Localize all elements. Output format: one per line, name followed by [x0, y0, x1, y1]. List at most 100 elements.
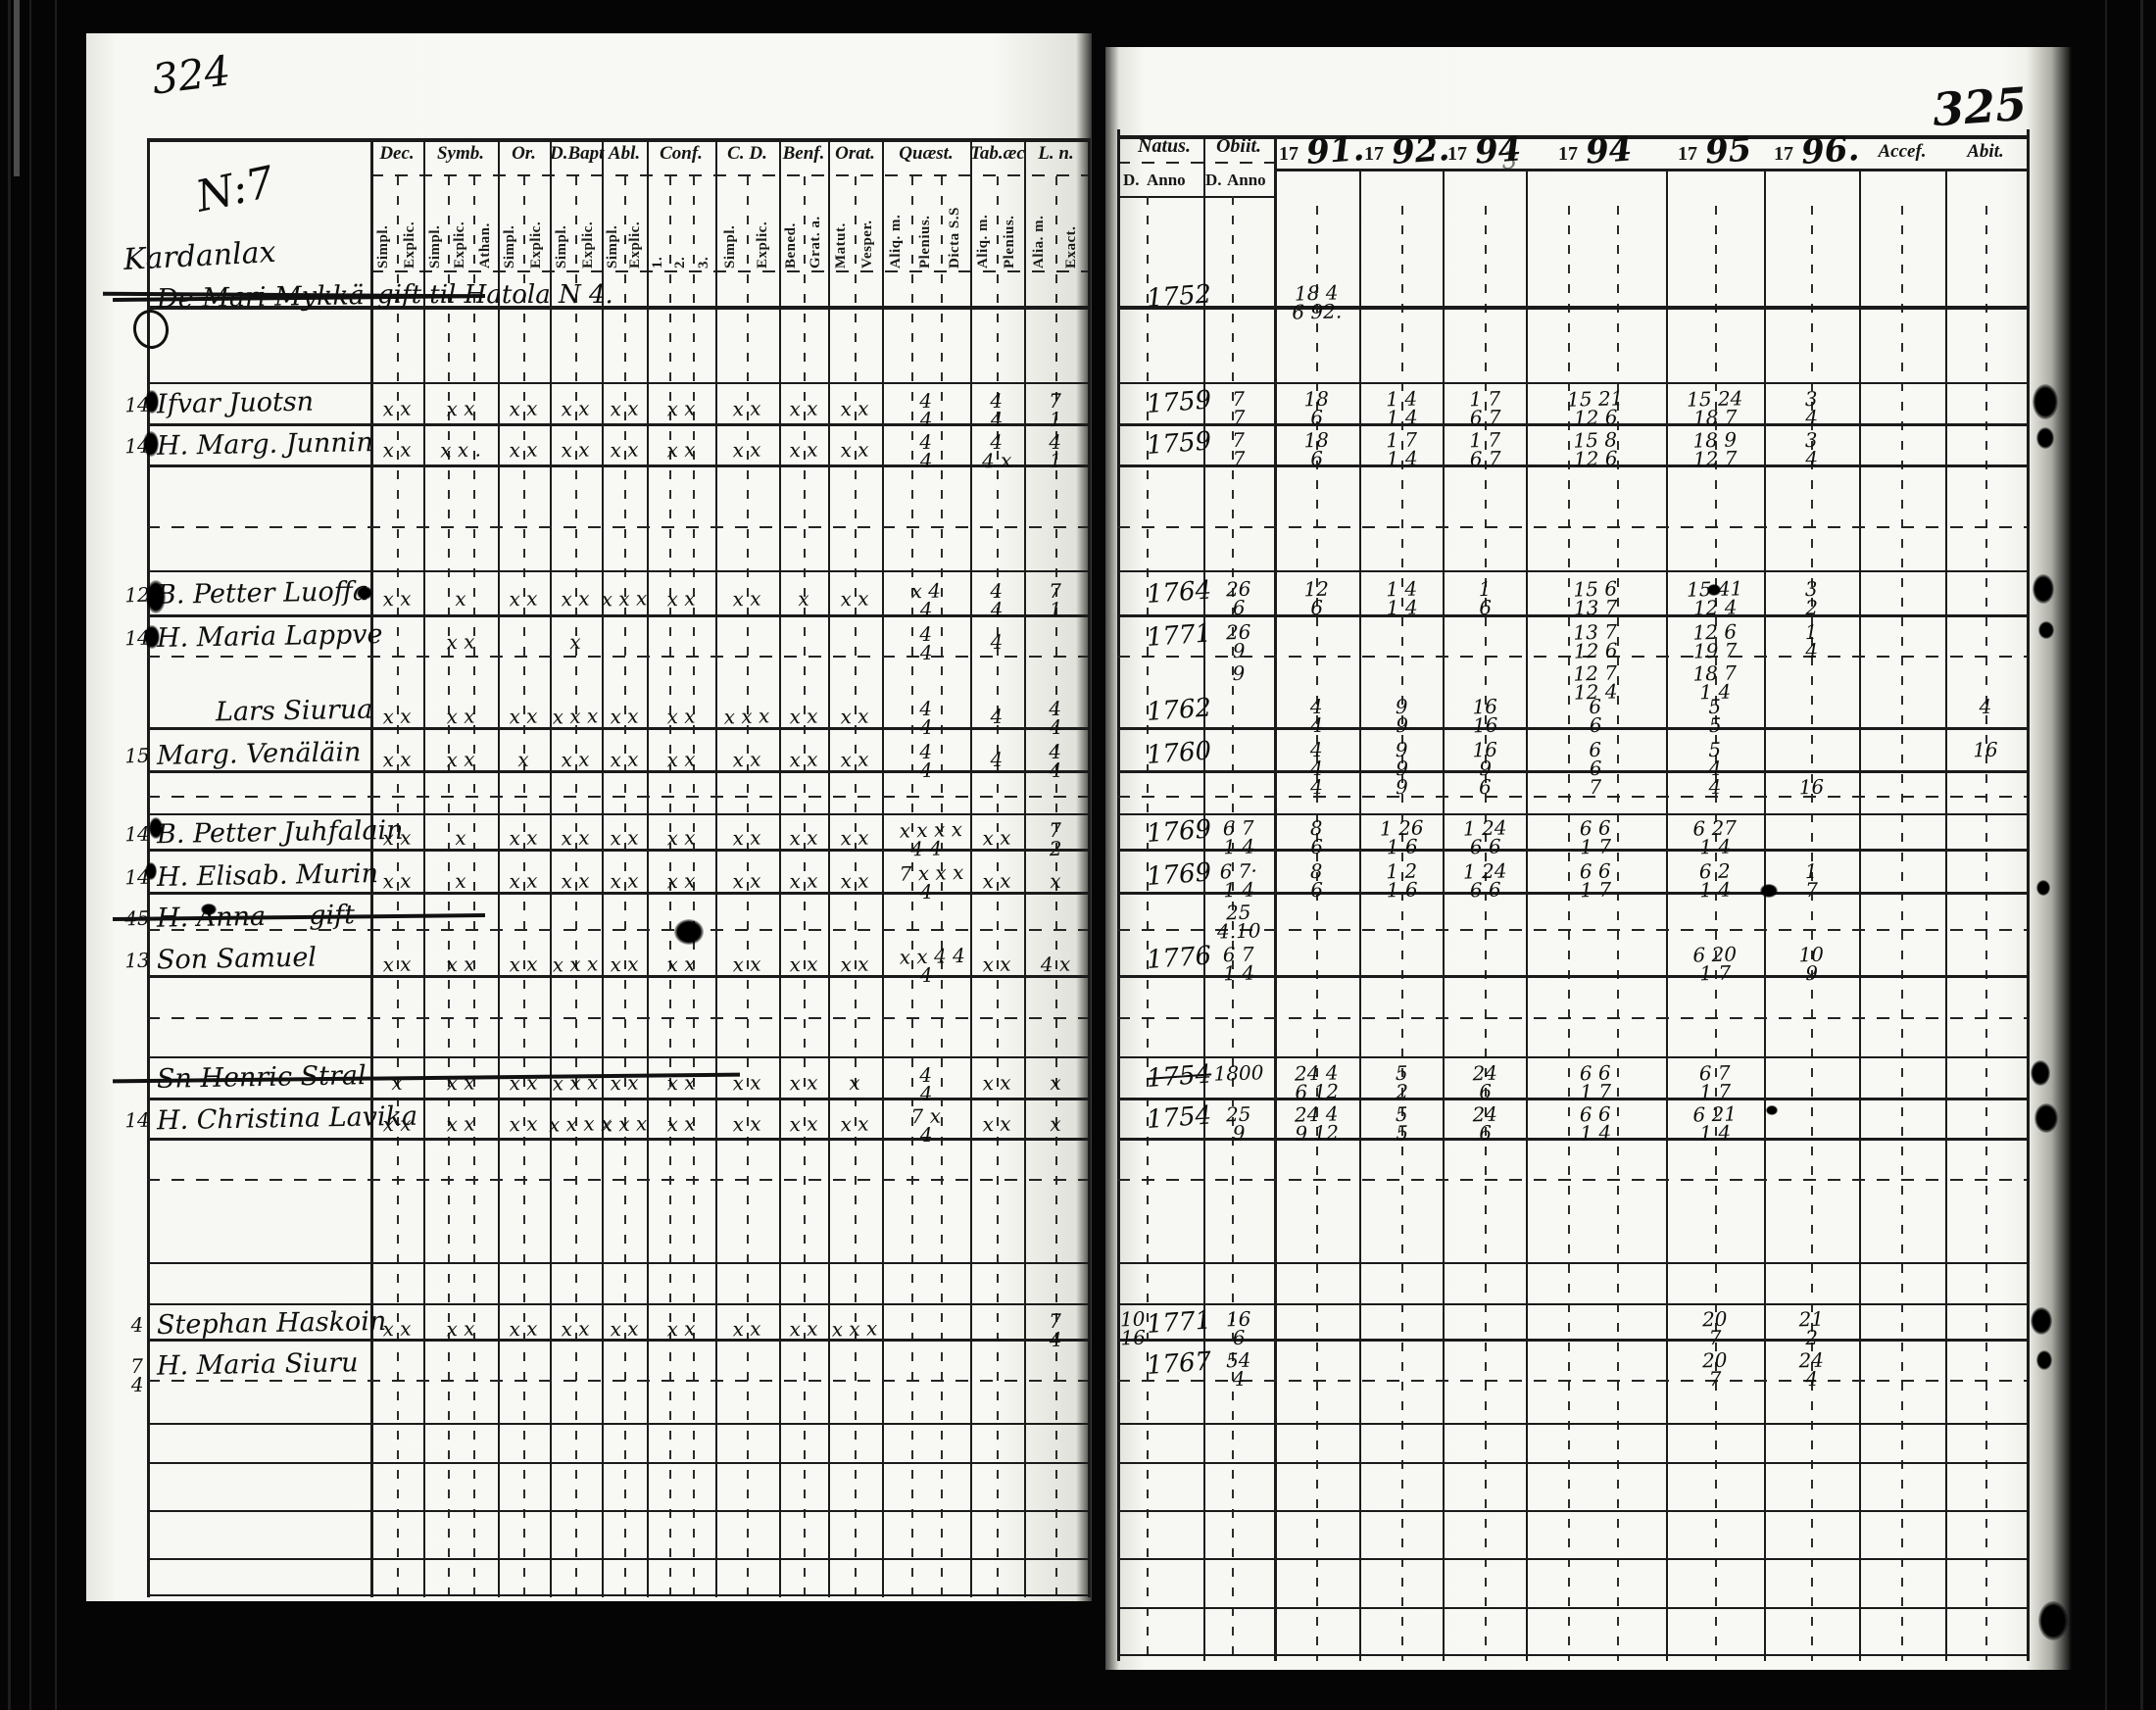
attendance-mark: x: [849, 1070, 860, 1096]
attendance-mark: x x: [382, 747, 412, 772]
attendance-mark: x x: [610, 1316, 639, 1342]
attendance-mark: x x: [666, 1111, 696, 1137]
attendance-mark: x x: [446, 1111, 475, 1137]
communion-date: 6 2 1 4: [1698, 858, 1732, 903]
communion-date: 9: [1395, 774, 1408, 800]
communion-date: 6 21 1 4: [1692, 1101, 1738, 1146]
communion-date: 1 7 1 4: [1385, 427, 1418, 471]
attendance-mark: x x x: [552, 1070, 599, 1096]
rule-line: [1811, 206, 1813, 1661]
attendance-mark: x: [569, 629, 581, 655]
row-margin-number: 15: [123, 743, 151, 768]
year-handwritten-ghost: 3: [1502, 147, 1518, 174]
rule-line: [804, 176, 806, 1597]
rule-line: [1117, 1380, 2027, 1382]
attendance-mark: x x: [509, 586, 538, 611]
rule-line: [1117, 526, 2027, 528]
ledger-page-right: [1105, 47, 2070, 1670]
attendance-mark: x x: [666, 825, 696, 851]
attendance-mark: x x: [666, 1316, 696, 1342]
row-person-name: Stephan Haskoin: [156, 1305, 387, 1342]
rule-line: [147, 306, 1088, 310]
communion-date: 20 7: [1701, 1347, 1728, 1392]
death-date: 25 9: [1225, 1101, 1251, 1146]
year-printed-prefix: 17: [1279, 143, 1298, 165]
birth-year: 1764: [1146, 575, 1213, 610]
rule-line: [1117, 727, 2027, 730]
attendance-mark: x: [1050, 1070, 1061, 1096]
rule-line: [147, 1262, 1088, 1264]
row-person-name: H. Elisab. Murin: [156, 858, 379, 893]
rule-line: [550, 138, 552, 1597]
column-sub-label: Athan.: [476, 222, 493, 269]
attendance-mark: x x: [561, 825, 590, 851]
attendance-mark: 4 4: [919, 1062, 933, 1106]
rule-line: [147, 464, 1088, 467]
attendance-mark: x x: [666, 704, 696, 729]
attendance-mark: x: [798, 586, 809, 611]
communion-date: 15 24 18 7: [1686, 386, 1743, 430]
rule-line: [1117, 1179, 2027, 1181]
attendance-mark: x x: [789, 952, 818, 977]
communion-date: 1 7 6 7: [1468, 386, 1501, 430]
date-sub-label: Anno: [1147, 171, 1186, 189]
ink-blot: [2038, 621, 2054, 639]
ink-blot: [1707, 584, 1721, 596]
year-printed-prefix: 17: [1678, 143, 1697, 165]
birth-year: 1762: [1146, 693, 1213, 727]
rule-line: [423, 138, 425, 1597]
communion-date: 4: [1979, 694, 1992, 719]
rule-line: [147, 796, 1088, 798]
communion-date: 6 27 1 4: [1692, 815, 1738, 859]
rule-line: [715, 138, 717, 1597]
rule-line: [147, 1594, 1088, 1596]
date-sub-label: D.: [1205, 171, 1222, 189]
column-sub-label: Plenius.: [917, 215, 933, 269]
communion-date: 6 6 1 4: [1579, 1101, 1612, 1146]
communion-date: 3 2: [1804, 576, 1818, 620]
page-edge-deckle: [2027, 47, 2072, 1670]
attendance-mark: x x: [732, 747, 761, 772]
column-group-label: Symb.: [436, 143, 485, 164]
rule-line: [911, 176, 913, 1597]
communion-date: 16 16: [1471, 694, 1498, 738]
attendance-mark: x x: [840, 825, 869, 851]
attendance-mark: x x x: [552, 952, 599, 977]
rule-line: [147, 1462, 1088, 1464]
communion-date: 16: [1797, 774, 1825, 800]
attendance-mark: x x: [666, 396, 696, 421]
attendance-mark: 7 x x x 4: [899, 860, 963, 904]
rule-line: [147, 614, 1088, 617]
communion-date: 18 4 6 92.: [1291, 280, 1342, 324]
communion-date: 5 2: [1395, 1060, 1408, 1104]
rule-line: [1859, 169, 1861, 1661]
communion-date: 16 9: [1471, 737, 1497, 781]
rule-line: [1117, 196, 1274, 198]
attendance-mark: x x: [789, 825, 818, 851]
rule-line: [647, 138, 649, 1597]
attendance-mark: x: [1050, 868, 1061, 894]
communion-date: 15 21 12 6: [1566, 386, 1624, 430]
column-group-label: Orat.: [835, 143, 875, 164]
attendance-mark: x x: [382, 396, 412, 421]
year-printed-prefix: 17: [1774, 143, 1793, 165]
attendance-mark: x x 4 4 4: [899, 944, 965, 988]
attendance-mark: x x: [509, 868, 538, 894]
rule-line: [147, 727, 1088, 730]
column-sub-label: Aliq. m.: [888, 214, 904, 269]
ink-blot: [2033, 574, 2054, 604]
rule-line: [397, 176, 399, 1597]
ink-blot: [2036, 880, 2050, 896]
attendance-mark: x x: [840, 396, 869, 421]
film-streak: [8, 0, 11, 1710]
attendance-mark: x x: [446, 396, 475, 421]
attendance-mark: x x: [789, 747, 818, 772]
rule-line: [1117, 162, 1274, 164]
rule-line: [1117, 1339, 2027, 1342]
column-sub-label: Simpl.: [722, 224, 738, 269]
birth-year: 1760: [1146, 736, 1213, 770]
rule-line: [1117, 1303, 2027, 1305]
ink-blot: [2036, 1350, 2052, 1370]
rule-line: [147, 1098, 1088, 1100]
